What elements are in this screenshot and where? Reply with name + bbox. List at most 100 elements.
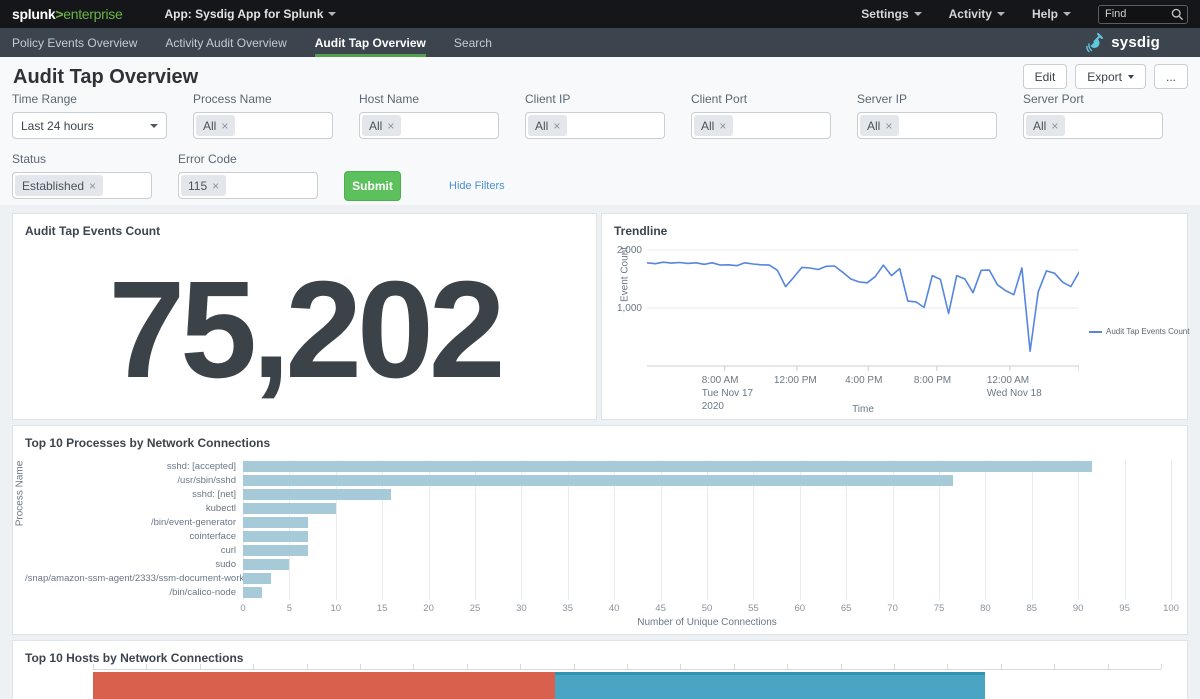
- tab-bar: Policy Events Overview Activity Audit Ov…: [0, 28, 1200, 57]
- grid-line: [753, 460, 755, 600]
- filter-time-range: Time Range Last 24 hours: [12, 92, 167, 139]
- help-menu[interactable]: Help: [1032, 7, 1071, 21]
- bar-label: /usr/sbin/sshd: [177, 475, 236, 486]
- hosts-axis-tick: [840, 664, 842, 669]
- bar[interactable]: [243, 503, 336, 514]
- client-port-tag: All ×: [694, 115, 734, 136]
- single-value-result[interactable]: 75,202: [108, 253, 505, 407]
- hosts-bar-segment-2[interactable]: [555, 672, 985, 699]
- edit-button-label: Edit: [1034, 69, 1056, 84]
- grid-line: [1171, 460, 1172, 600]
- grid-line: [1124, 460, 1126, 600]
- hosts-axis-tick: [360, 664, 361, 669]
- server-port-input[interactable]: All ×: [1023, 112, 1163, 139]
- remove-tag-icon[interactable]: ×: [387, 118, 395, 133]
- submit-button[interactable]: Submit: [344, 171, 401, 201]
- panel-title: Trendline: [614, 224, 668, 238]
- hosts-stacked-bar[interactable]: [93, 672, 1161, 699]
- bar-row: [243, 530, 1171, 544]
- processes-x-tick: 95: [1119, 603, 1130, 614]
- bar-row: [243, 586, 1171, 600]
- bar[interactable]: [243, 531, 308, 542]
- hide-filters-link[interactable]: Hide Filters: [449, 180, 505, 192]
- bar-label: /bin/calico-node: [169, 587, 236, 598]
- grid-line: [521, 460, 523, 600]
- remove-tag-icon[interactable]: ×: [89, 178, 97, 193]
- remove-tag-icon[interactable]: ×: [221, 118, 229, 133]
- bar[interactable]: [243, 475, 953, 486]
- grid-line: [707, 460, 708, 600]
- filter-label-server-port: Server Port: [1023, 92, 1084, 106]
- hosts-axis-tick: [1054, 664, 1056, 669]
- bar[interactable]: [243, 573, 271, 584]
- panel-title: Top 10 Processes by Network Connections: [25, 436, 271, 450]
- remove-tag-icon[interactable]: ×: [885, 118, 893, 133]
- trend-line-series[interactable]: [646, 261, 1080, 352]
- tab-label: Audit Tap Overview: [314, 35, 426, 50]
- filter-label-client-ip: Client IP: [525, 92, 571, 106]
- bar[interactable]: [243, 517, 308, 528]
- activity-menu-label: Activity: [948, 7, 992, 21]
- sysdig-shovel-icon: [1086, 32, 1104, 52]
- find-input[interactable]: [1098, 4, 1188, 24]
- chevron-down-icon: [328, 12, 337, 16]
- processes-x-tick: 85: [1026, 603, 1038, 614]
- client-ip-input[interactable]: All ×: [525, 112, 665, 139]
- app-menu[interactable]: App: Sysdig App for Splunk: [164, 7, 337, 21]
- remove-tag-icon[interactable]: ×: [212, 178, 220, 193]
- hosts-bar-segment-1[interactable]: [93, 672, 556, 699]
- trendline-chart[interactable]: 8:00 AM Tue Nov 17 2020 12:00 PM 4:00 PM 8:00…: [646, 246, 1080, 412]
- hosts-axis-tick: [253, 664, 255, 669]
- settings-menu[interactable]: Settings: [861, 7, 922, 21]
- bar-label: sudo: [215, 559, 236, 570]
- server-ip-input[interactable]: All ×: [857, 112, 997, 139]
- bar[interactable]: [243, 489, 392, 500]
- hosts-axis-tick: [1000, 664, 1002, 669]
- bar-row: [243, 502, 1171, 516]
- remove-tag-icon[interactable]: ×: [719, 118, 727, 133]
- tab-search[interactable]: Search: [454, 28, 492, 57]
- export-button[interactable]: Export: [1075, 64, 1146, 89]
- tab-activity-audit-overview[interactable]: Activity Audit Overview: [165, 28, 286, 57]
- bar-label: curl: [220, 545, 236, 556]
- processes-x-tick: 50: [701, 603, 713, 614]
- bar[interactable]: [243, 545, 308, 556]
- bar[interactable]: [243, 461, 1093, 472]
- tab-policy-events-overview[interactable]: Policy Events Overview: [12, 28, 137, 57]
- chevron-down-icon: [996, 12, 1005, 16]
- filter-row-2: Status Established × Error Code 115 × Submit Hi…: [12, 152, 1188, 201]
- processes-bar-chart: sshd: [accepted] /usr/sbin/sshd sshd: [net…: [25, 460, 1179, 628]
- more-actions-button[interactable]: ...: [1153, 64, 1188, 89]
- time-range-dropdown[interactable]: Last 24 hours: [12, 112, 167, 139]
- error-code-input[interactable]: 115 ×: [178, 172, 318, 199]
- splunk-logo-product: enterprise: [63, 6, 123, 22]
- trend-x-tick-line: 4:00 PM: [845, 375, 883, 386]
- client-port-input[interactable]: All ×: [691, 112, 831, 139]
- bar[interactable]: [243, 559, 290, 570]
- hosts-axis-tick: [573, 664, 575, 669]
- trend-x-tick-line: 8:00 AM: [701, 375, 739, 386]
- bar[interactable]: [243, 587, 262, 598]
- host-name-input[interactable]: All ×: [359, 112, 499, 139]
- server-ip-tag: All ×: [860, 115, 900, 136]
- chart-legend[interactable]: Audit Tap Events Count: [1089, 327, 1189, 336]
- status-input[interactable]: Established ×: [12, 172, 152, 199]
- remove-tag-icon[interactable]: ×: [553, 118, 561, 133]
- topbar-right: Settings Activity Help: [861, 4, 1188, 24]
- tab-audit-tap-overview[interactable]: Audit Tap Overview: [314, 28, 426, 57]
- process-name-input[interactable]: All ×: [193, 112, 333, 139]
- trend-x-tick: 8:00 PM: [914, 374, 951, 387]
- splunk-logo-word: splunk: [12, 6, 56, 22]
- panel-top-hosts: Top 10 Hosts by Network Connections: [12, 640, 1188, 699]
- remove-tag-icon[interactable]: ×: [1051, 118, 1059, 133]
- edit-button[interactable]: Edit: [1022, 64, 1068, 89]
- trend-x-tick: 12:00 AM Wed Nov 18: [987, 374, 1042, 400]
- activity-menu[interactable]: Activity: [949, 7, 1005, 21]
- filter-status: Status Established ×: [12, 152, 152, 199]
- splunk-logo[interactable]: splunk>enterprise: [12, 6, 123, 22]
- grid-line: [1078, 460, 1080, 600]
- host-name-tag: All ×: [362, 115, 402, 136]
- processes-x-tick: 100: [1163, 603, 1179, 614]
- processes-plot-area: [243, 460, 1172, 600]
- hosts-axis-tick: [146, 664, 148, 669]
